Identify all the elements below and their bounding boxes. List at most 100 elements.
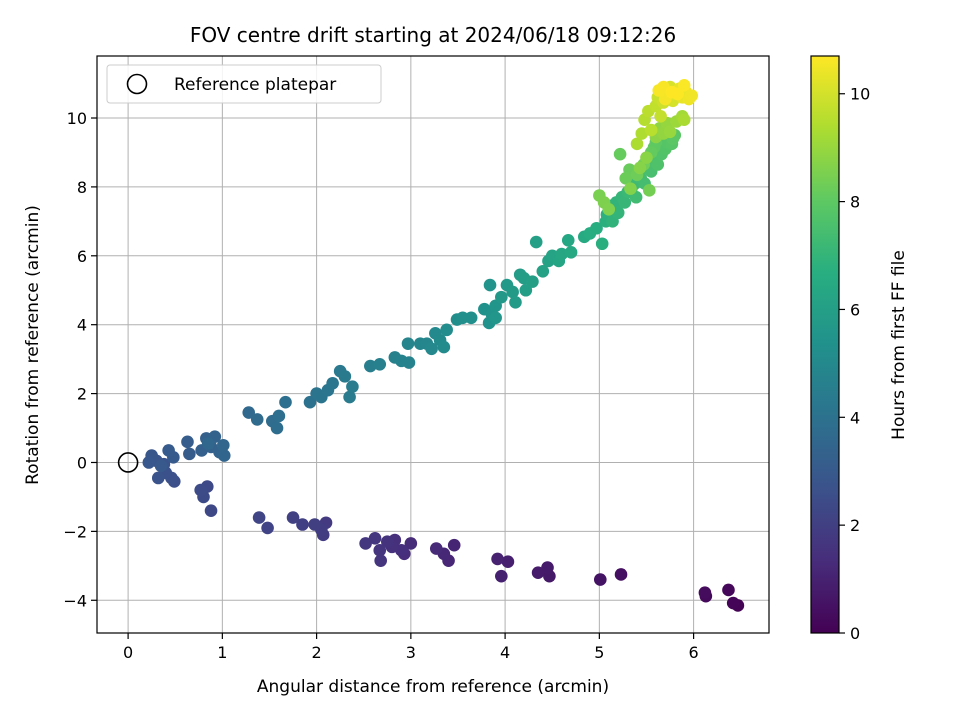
data-point <box>216 438 230 452</box>
data-point <box>506 285 519 299</box>
x-tick-label: 3 <box>406 643 416 662</box>
x-axis-ticks: 0 1 2 3 4 5 6 <box>123 633 699 662</box>
data-point <box>374 554 387 567</box>
data-point <box>640 151 653 164</box>
data-point <box>373 544 387 557</box>
data-point <box>183 447 196 461</box>
y-tick-label: 4 <box>77 316 87 335</box>
data-point <box>519 283 533 297</box>
data-point <box>308 518 322 531</box>
colorbar: 0 2 4 6 8 10 Hours from first FF file <box>810 55 909 643</box>
colorbar-frame <box>810 55 840 634</box>
data-point <box>364 359 377 373</box>
data-point <box>495 290 508 304</box>
data-point <box>279 395 292 409</box>
legend-label: Reference platepar <box>174 75 336 95</box>
data-point <box>685 89 699 102</box>
data-point <box>726 596 740 610</box>
data-point <box>722 583 735 597</box>
data-point <box>593 573 607 586</box>
x-tick-label: 6 <box>689 643 699 662</box>
data-point <box>529 235 543 249</box>
data-point <box>440 323 453 337</box>
colorbar-gradient <box>811 56 839 633</box>
data-point <box>326 376 339 390</box>
data-point <box>242 406 256 419</box>
x-tick-label: 5 <box>594 643 604 662</box>
data-point <box>303 395 317 409</box>
data-point <box>643 184 656 197</box>
data-point <box>401 337 415 350</box>
data-point <box>162 444 175 457</box>
data-point <box>373 358 387 371</box>
data-point <box>614 568 628 581</box>
data-point <box>464 311 478 325</box>
data-point <box>286 511 300 524</box>
data-point <box>555 247 568 261</box>
data-point <box>613 147 627 161</box>
reference-platepar-marker <box>117 452 139 473</box>
colorbar-label: Hours from first FF file <box>889 250 909 440</box>
colorbar-tick-label: 2 <box>850 516 860 535</box>
x-tick-label: 2 <box>312 643 322 662</box>
colorbar-ticks: 0 2 4 6 8 10 <box>839 85 870 643</box>
y-tick-label: 6 <box>77 247 87 266</box>
data-point <box>194 483 207 497</box>
data-point <box>564 246 578 259</box>
data-point <box>491 552 504 566</box>
y-tick-label: 0 <box>77 453 87 472</box>
y-axis-label: Rotation from reference (arcmin) <box>23 205 43 485</box>
data-point <box>402 356 416 369</box>
data-point <box>633 161 647 175</box>
data-point <box>501 555 515 568</box>
data-point <box>404 537 418 550</box>
data-point <box>495 569 508 583</box>
data-point <box>425 342 438 356</box>
data-point <box>252 511 266 524</box>
data-point <box>204 504 218 518</box>
data-point <box>343 390 356 404</box>
colorbar-tick-label: 6 <box>850 300 860 319</box>
data-point <box>447 538 461 552</box>
data-point <box>359 537 372 550</box>
data-point <box>541 561 554 574</box>
x-axis-label: Angular distance from reference (arcmin) <box>257 677 609 697</box>
data-point <box>644 123 658 137</box>
y-tick-label: 8 <box>77 178 87 197</box>
data-point <box>536 264 550 278</box>
data-point <box>595 237 609 251</box>
data-point <box>624 182 637 195</box>
data-point <box>483 278 497 292</box>
y-tick-label: −4 <box>63 591 87 610</box>
data-point <box>272 409 286 423</box>
data-point <box>526 275 539 288</box>
data-point <box>698 586 712 599</box>
colorbar-tick-label: 10 <box>850 85 870 104</box>
legend-box <box>106 64 382 104</box>
data-point <box>602 202 616 216</box>
data-point <box>151 471 165 485</box>
data-point <box>250 413 264 426</box>
grid <box>97 56 769 633</box>
data-point <box>651 158 665 171</box>
data-point <box>142 456 156 469</box>
data-point <box>270 421 284 435</box>
x-tick-label: 0 <box>123 643 133 662</box>
chart-title: FOV centre drift starting at 2024/06/18 … <box>190 23 676 47</box>
data-point <box>201 437 215 450</box>
data-point <box>338 370 352 383</box>
plot-frame <box>96 55 770 634</box>
data-point <box>630 137 644 151</box>
data-point <box>677 78 691 92</box>
y-axis-ticks: −4 −2 0 2 4 6 8 10 <box>63 109 97 610</box>
legend-marker-icon <box>126 73 148 95</box>
data-point <box>663 125 677 139</box>
data-point <box>261 521 274 535</box>
x-tick-label: 1 <box>217 643 227 662</box>
data-points <box>142 78 745 612</box>
data-point <box>217 449 231 462</box>
data-point <box>590 221 603 235</box>
colorbar-tick-label: 0 <box>850 624 860 643</box>
data-point <box>181 435 194 449</box>
